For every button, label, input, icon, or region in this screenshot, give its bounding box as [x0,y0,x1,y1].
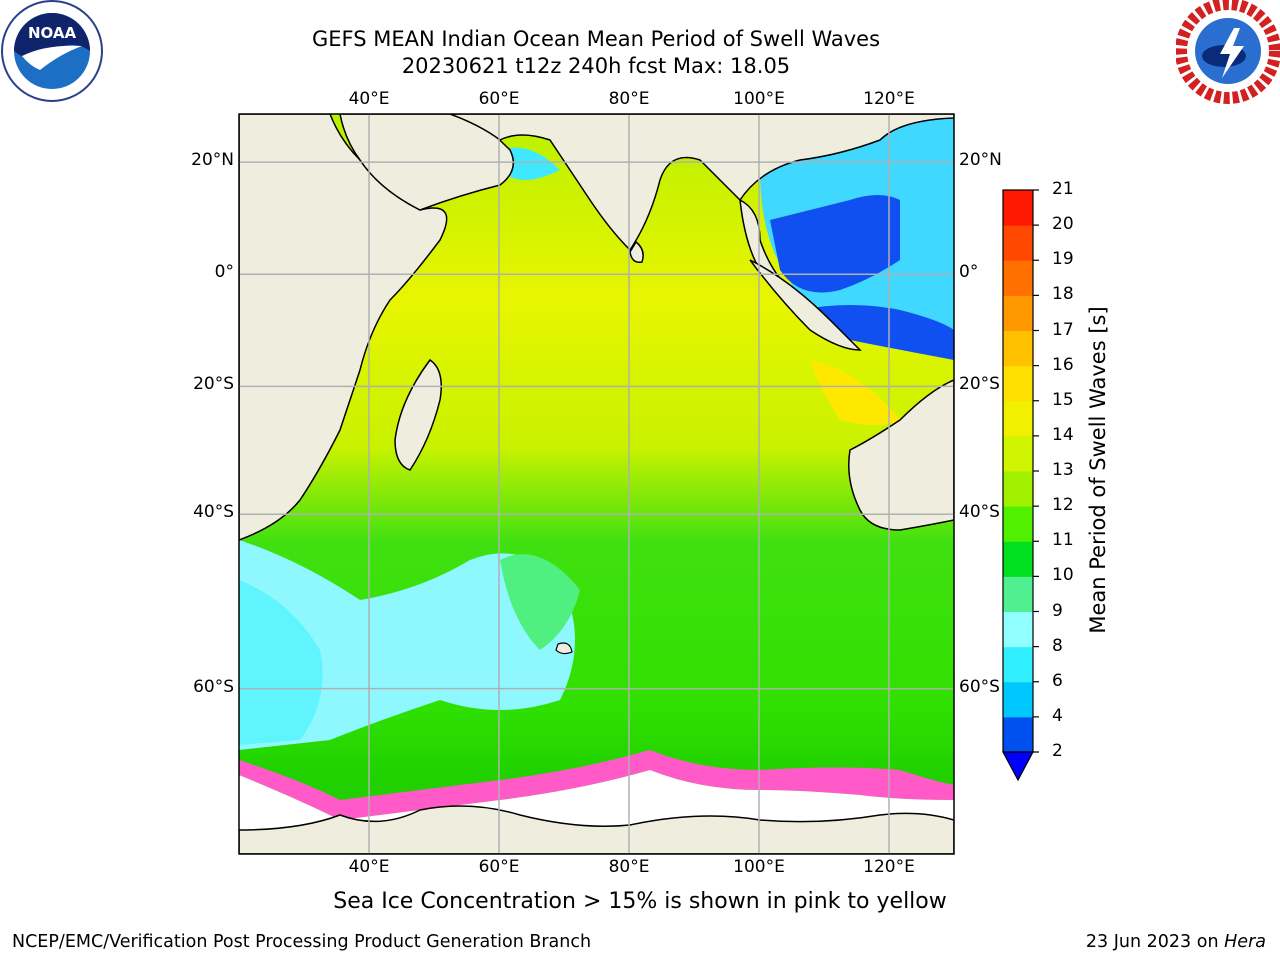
colorbar-segment [1003,716,1033,753]
colorbar-segment [1003,330,1033,367]
kerguelen-land [555,642,573,655]
antarctica-land [239,805,954,854]
nws-logo-icon [1176,0,1280,104]
colorbar-segment [1003,541,1033,577]
colorbar-tick-label: 10 [1052,565,1074,586]
map-frame [238,113,955,855]
lon-label-bottom: 60°E [478,857,520,877]
lat-label-right: 0° [959,262,979,283]
lat-label-right: 20°N [959,150,1002,171]
lat-label-left: 0° [214,262,234,283]
colorbar-tick-label: 2 [1052,741,1063,761]
lat-label-left: 20°N [191,150,234,171]
lat-label-right: 20°S [959,374,1000,395]
colorbar-segment [1003,190,1033,226]
lat-label-right: 60°S [959,676,1000,697]
lon-label-bottom: 80°E [608,857,650,877]
colorbar-tick-label: 8 [1052,635,1063,656]
lon-label-top: 100°E [733,89,785,109]
credit-text: NCEP/EMC/Verification Post Processing Pr… [12,932,592,952]
chart-title: GEFS MEAN Indian Ocean Mean Period of Sw… [311,27,881,51]
colorbar-tick-label: 19 [1052,249,1074,270]
lat-label-left: 20°S [193,374,234,395]
colorbar-tick-label: 12 [1052,495,1074,516]
short-period-region-far-southwest [239,580,323,745]
colorbar-segment [1003,225,1033,261]
colorbar-segment [1003,400,1033,437]
lon-label-bottom: 100°E [733,857,785,877]
lat-label-left: 60°S [193,676,234,697]
lon-label-bottom: 40°E [348,857,390,877]
madagascar-land [394,358,442,471]
chart-subtitle: 20230621 t12z 240h fcst Max: 18.05 [401,54,791,78]
colorbar-segment [1003,471,1033,507]
colorbar [1001,189,1039,782]
colorbar-segment [1003,260,1033,296]
sri-lanka-land [629,240,644,264]
colorbar-tick-label: 20 [1052,214,1074,235]
lat-label-left: 40°S [193,502,234,523]
lat-label-right: 40°S [959,502,1000,523]
asia-land [449,114,954,252]
date-text: 23 Jun 2023 on Hera [1086,932,1266,952]
colorbar-tick-label: 14 [1052,424,1074,445]
long-period-region-timor [810,360,900,425]
colorbar-segment [1003,576,1033,612]
colorbar-tick-label: 21 [1052,179,1074,199]
sea-ice-band [239,750,954,820]
noaa-logo-icon: NOAA [1,0,103,102]
colorbar-segment [1003,681,1033,718]
very-short-period-region-scs [770,195,900,293]
colorbar-segment [1003,611,1033,648]
colorbar-tick-label: 9 [1052,600,1063,621]
machine-name: Hera [1224,932,1266,952]
sea-ice-note: Sea Ice Concentration > 15% is shown in … [333,889,947,914]
colorbar-segment [1003,435,1033,472]
lon-label-top: 80°E [608,89,650,109]
lon-label-top: 60°E [478,89,520,109]
mid-period-patch [500,554,580,650]
very-short-period-region-java [800,305,954,360]
colorbar-segment [1003,646,1033,683]
colorbar-segment [1003,365,1033,402]
sumatra-land [749,259,862,351]
date-value: 23 Jun 2023 on [1085,932,1219,952]
colorbar-tick-label: 13 [1052,460,1074,480]
australia-land [848,379,954,531]
lon-label-top: 120°E [863,89,915,109]
lon-label-bottom: 120°E [863,857,915,877]
lon-label-top: 40°E [348,89,390,109]
colorbar-title: Mean Period of Swell Waves [s] [1086,306,1110,634]
colorbar-tick-label: 6 [1052,670,1063,691]
colorbar-tick-label: 17 [1052,319,1074,340]
colorbar-tick-label: 4 [1052,705,1063,726]
short-period-region-persian-gulf [500,147,560,180]
graticule [239,114,954,854]
noaa-logo-text: NOAA [28,24,77,42]
colorbar-segment [1003,295,1033,331]
colorbar-tick-label: 18 [1052,284,1074,305]
colorbar-tick-label: 11 [1052,530,1074,551]
colorbar-tick-label: 15 [1052,389,1074,410]
colorbar-segment [1003,506,1033,542]
colorbar-extend-arrow [1001,751,1035,782]
short-period-region-southwest [239,540,575,750]
colorbar-tick-label: 16 [1052,354,1074,375]
